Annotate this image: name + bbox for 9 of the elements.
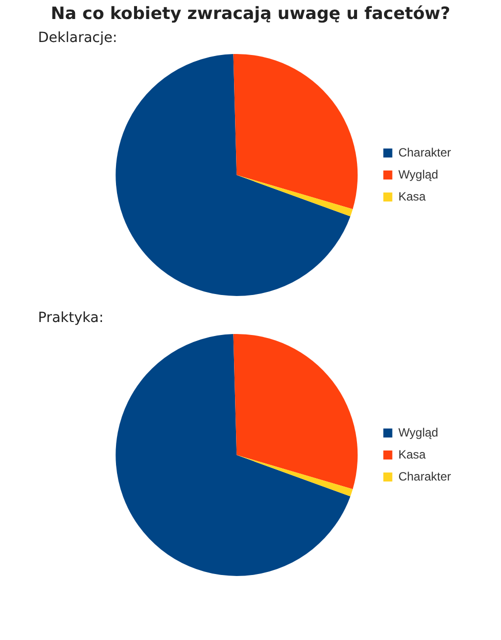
chart-title: Praktyka: (38, 310, 105, 326)
chart-title: Na co kobiety zwracają uwagę u facetów? (50, 4, 452, 24)
legend-label: Kasa (398, 189, 426, 204)
legend-label: Wygląd (398, 167, 438, 182)
chart-subtitle: Deklaracje: (38, 30, 118, 46)
legend-label: Charakter (398, 469, 452, 484)
legend-label: Kasa (398, 447, 426, 462)
legend-label: Charakter (398, 145, 452, 160)
legend-label: Wygląd (398, 425, 438, 440)
